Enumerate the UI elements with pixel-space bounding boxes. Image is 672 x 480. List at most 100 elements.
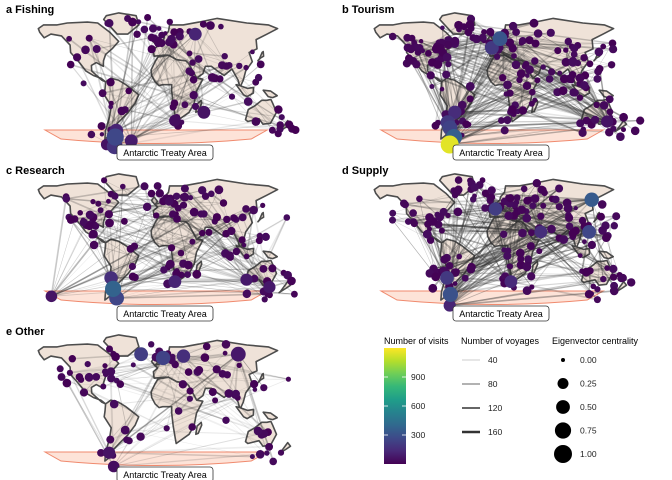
edge [88,37,133,142]
port-point [520,185,528,193]
port-point [240,273,253,286]
edge [66,382,110,453]
port-point [106,345,113,353]
port-point [462,120,471,129]
edge [92,201,247,281]
port-point [534,225,548,239]
edge [69,353,239,374]
edge [513,199,592,288]
port-point [165,259,175,269]
voyage-key-label: 80 [488,379,498,389]
edge [431,55,515,87]
port-point [531,57,539,65]
port-point [198,186,207,195]
edge [174,217,287,282]
land-d-10 [598,250,614,260]
port-point [90,199,96,205]
port-point [287,276,296,286]
edge [112,266,169,290]
port-point [87,130,96,139]
port-point [600,275,607,283]
port-point [452,281,458,286]
edge [187,274,270,288]
port-point [147,189,156,198]
edge [116,357,164,381]
edge [449,217,528,307]
edge [504,231,590,278]
edge [422,50,449,123]
port-point [128,262,136,271]
edge [449,79,538,145]
port-point [128,272,137,281]
edge [93,213,202,246]
port-point [525,65,534,74]
port-point [212,213,221,222]
port-point [125,437,133,445]
edge [174,281,295,295]
edge [124,357,164,431]
panel-b: b Tourism Antarctic Treaty Area [342,4,645,161]
edge [446,257,466,279]
edge [245,210,255,257]
port-point [594,47,604,57]
port-point [593,75,602,83]
port-point [526,242,535,251]
edge [70,219,112,279]
edge [174,119,281,130]
port-point [602,233,611,242]
edge [113,369,217,467]
port-point [555,203,563,211]
edge [116,286,270,299]
edge [105,21,140,145]
edge [252,209,271,288]
port-point [561,57,571,67]
edge [449,205,534,307]
edge [79,200,109,214]
port-point [525,73,530,78]
edge [470,207,577,270]
edge [446,208,492,279]
edge [447,63,591,123]
port-point [450,36,460,46]
edge [114,120,257,148]
edge [564,49,576,93]
port-point [265,443,273,451]
edge [430,74,583,134]
edge [507,84,608,123]
legend-voyages-title: Number of voyages [461,336,540,346]
port-point [525,36,534,45]
port-point [168,244,176,252]
port-point [559,74,569,84]
port-point [66,215,75,224]
port-point [616,132,625,141]
edge [517,210,589,227]
port-point [518,37,527,45]
port-point [481,189,490,198]
edge [203,23,228,67]
port-point [570,51,578,58]
voyage-key-label: 120 [488,403,502,413]
port-point [570,44,579,53]
port-point [243,253,250,260]
antarctic-region-c [43,290,270,305]
edge [101,66,228,127]
edge [470,231,590,270]
port-point [431,44,441,54]
edge [469,47,493,87]
port-point [531,39,540,48]
port-point [177,249,185,257]
edge [113,431,269,467]
port-point [487,186,496,195]
port-point [85,210,95,220]
edge [174,58,199,104]
antarctic-region-b [379,129,606,144]
edge [502,231,593,280]
port-point [433,60,443,69]
port-point [605,128,614,137]
edge [491,47,592,126]
edge [427,231,590,235]
edge [504,200,592,294]
port-point [92,45,101,53]
edge [93,233,189,266]
port-point [178,380,188,389]
